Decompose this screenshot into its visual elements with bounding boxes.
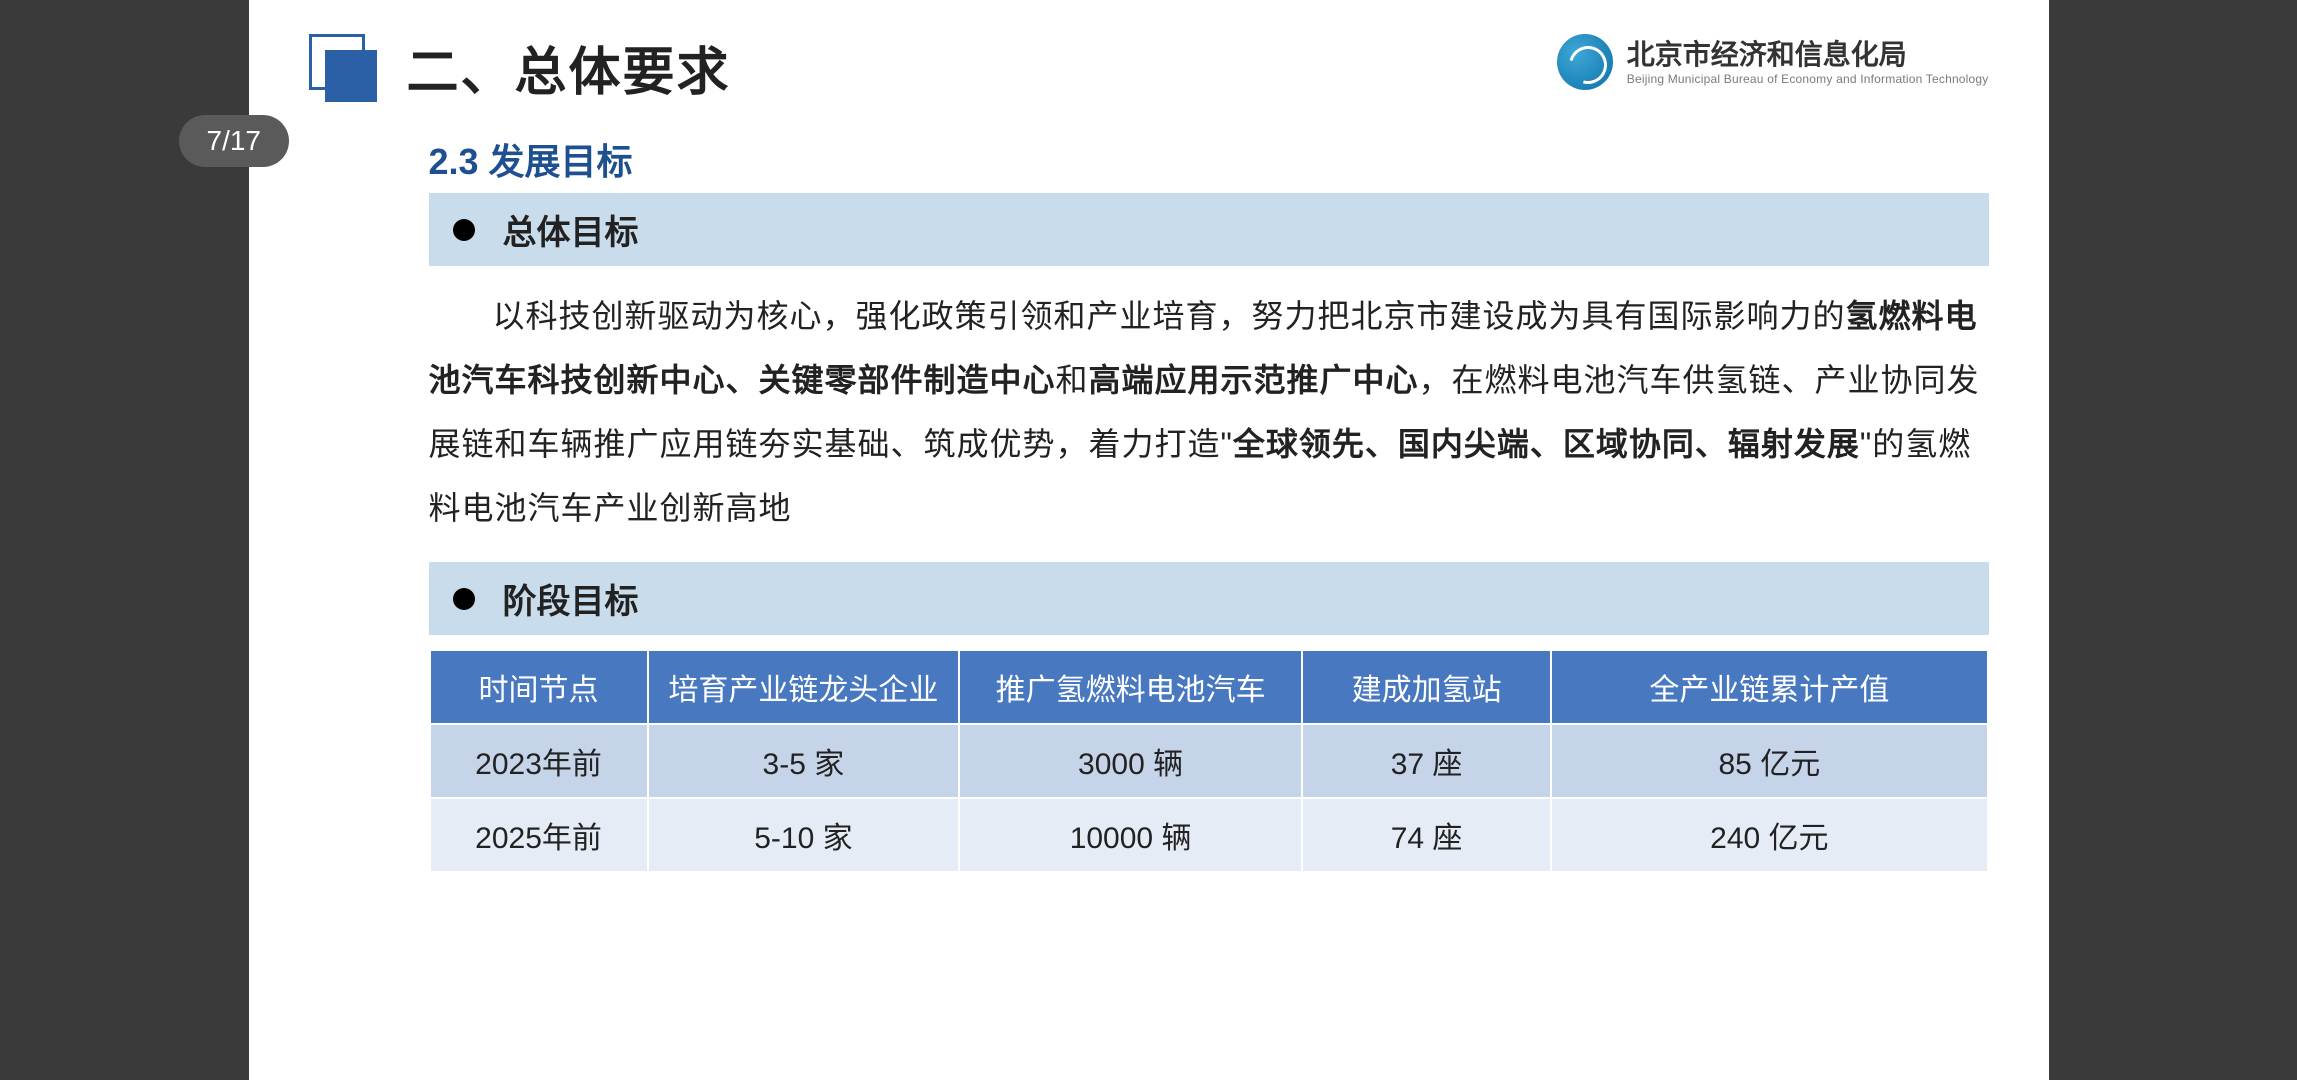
org-logo-icon bbox=[1557, 34, 1613, 90]
subheading: 2.3 发展目标 bbox=[429, 133, 1989, 185]
main-title: 二、总体要求 bbox=[407, 30, 731, 105]
section-label: 总体目标 bbox=[503, 205, 639, 254]
table-header-row: 时间节点 培育产业链龙头企业 推广氢燃料电池汽车 建成加氢站 全产业链累计产值 bbox=[430, 650, 1988, 724]
table-cell: 2023年前 bbox=[430, 724, 648, 798]
page-indicator: 7/17 bbox=[179, 115, 290, 167]
org-text: 北京市经济和信息化局 Beijing Municipal Bureau of E… bbox=[1627, 38, 1989, 86]
section-marker-icon bbox=[309, 34, 377, 102]
header-row: 二、总体要求 北京市经济和信息化局 Beijing Municipal Bure… bbox=[309, 30, 1989, 105]
table-header-cell: 推广氢燃料电池汽车 bbox=[959, 650, 1302, 724]
table-cell: 74 座 bbox=[1302, 798, 1551, 872]
org-name-cn: 北京市经济和信息化局 bbox=[1627, 38, 1989, 72]
table-cell: 10000 辆 bbox=[959, 798, 1302, 872]
text-bold: 高端应用示范推广中心 bbox=[1089, 362, 1419, 398]
text-run: 以科技创新驱动为核心，强化政策引领和产业培育，努力把北京市建设成为具有国际影响力… bbox=[493, 298, 1846, 334]
section-band-overall: 总体目标 bbox=[429, 193, 1989, 266]
table-header-cell: 培育产业链龙头企业 bbox=[648, 650, 960, 724]
table-cell: 37 座 bbox=[1302, 724, 1551, 798]
table-row: 2023年前 3-5 家 3000 辆 37 座 85 亿元 bbox=[430, 724, 1988, 798]
text-bold: 全球领先、国内尖端、区域协同、辐射发展 bbox=[1233, 426, 1860, 462]
table-row: 2025年前 5-10 家 10000 辆 74 座 240 亿元 bbox=[430, 798, 1988, 872]
table-cell: 2025年前 bbox=[430, 798, 648, 872]
table-cell: 240 亿元 bbox=[1551, 798, 1987, 872]
slide: 7/17 二、总体要求 北京市经济和信息化局 Beijing Municipal… bbox=[249, 0, 2049, 1080]
org-block: 北京市经济和信息化局 Beijing Municipal Bureau of E… bbox=[1557, 34, 1989, 90]
bullet-icon bbox=[453, 588, 475, 610]
org-name-en: Beijing Municipal Bureau of Economy and … bbox=[1627, 72, 1989, 86]
section-label: 阶段目标 bbox=[503, 574, 639, 623]
section-band-phase: 阶段目标 bbox=[429, 562, 1989, 635]
table-cell: 3-5 家 bbox=[648, 724, 960, 798]
bullet-icon bbox=[453, 219, 475, 241]
table-cell: 5-10 家 bbox=[648, 798, 960, 872]
table-header-cell: 时间节点 bbox=[430, 650, 648, 724]
table-cell: 3000 辆 bbox=[959, 724, 1302, 798]
goals-table: 时间节点 培育产业链龙头企业 推广氢燃料电池汽车 建成加氢站 全产业链累计产值 … bbox=[429, 649, 1989, 873]
text-run: 和 bbox=[1056, 362, 1089, 398]
table-cell: 85 亿元 bbox=[1551, 724, 1987, 798]
table-header-cell: 全产业链累计产值 bbox=[1551, 650, 1987, 724]
title-block: 二、总体要求 bbox=[309, 30, 731, 105]
table-header-cell: 建成加氢站 bbox=[1302, 650, 1551, 724]
body-paragraph: 以科技创新驱动为核心，强化政策引领和产业培育，努力把北京市建设成为具有国际影响力… bbox=[429, 284, 1989, 540]
